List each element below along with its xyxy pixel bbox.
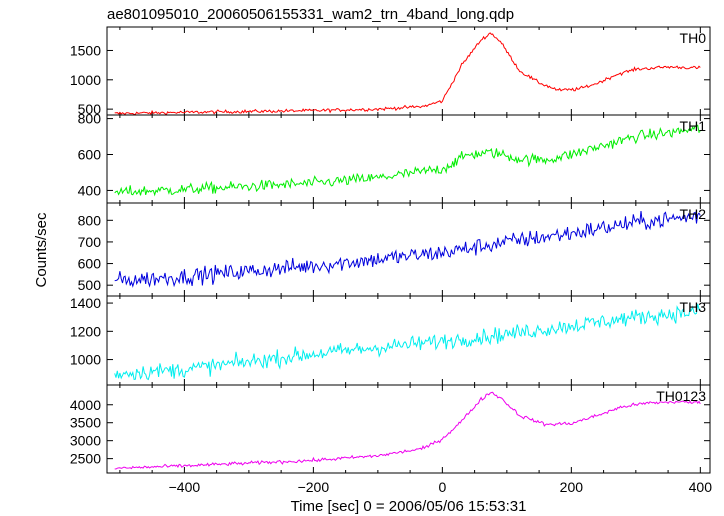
y-tick-label: 1000 xyxy=(70,352,101,368)
x-tick-label: 200 xyxy=(560,479,584,495)
y-tick-label: 3500 xyxy=(70,415,101,431)
y-tick-label: 2500 xyxy=(70,451,101,467)
series-line-th0 xyxy=(114,32,701,116)
panel-label: TH3 xyxy=(680,299,707,315)
panel-frame xyxy=(106,202,711,297)
y-tick-label: 800 xyxy=(78,111,102,127)
y-tick-label: 500 xyxy=(78,101,102,117)
x-tick-label: 400 xyxy=(689,479,713,495)
y-tick-label: 1400 xyxy=(70,295,101,311)
y-tick-label: 1200 xyxy=(70,323,101,339)
x-axis-label: Time [sec] 0 = 2006/05/06 15:53:31 xyxy=(291,498,527,515)
y-tick-label: 1000 xyxy=(70,72,101,88)
x-tick-label: −400 xyxy=(169,479,201,495)
panel-th3: 1000 1200 1400 TH3 xyxy=(70,295,711,386)
panel-label: TH2 xyxy=(680,206,707,222)
panels: 500 1000 1500 TH0 400 600 800 TH1 500 600 700 800 TH… xyxy=(70,26,711,474)
panel-frame xyxy=(106,384,711,474)
y-tick-label: 600 xyxy=(78,256,102,272)
y-tick-label: 3000 xyxy=(70,433,101,449)
series-line-th2 xyxy=(114,210,701,288)
panel-th1: 400 600 800 TH1 xyxy=(78,111,711,204)
panel-label: TH0123 xyxy=(656,388,706,404)
series-line-th0123 xyxy=(114,391,701,470)
x-tick-label: −200 xyxy=(298,479,330,495)
y-tick-label: 600 xyxy=(78,147,102,163)
y-tick-label: 800 xyxy=(78,212,102,228)
y-tick-label: 500 xyxy=(78,277,102,293)
y-tick-label: 700 xyxy=(78,234,102,250)
panel-label: TH0 xyxy=(680,30,707,46)
panel-th2: 500 600 700 800 TH2 xyxy=(78,202,711,297)
series-line-th3 xyxy=(114,303,701,381)
y-tick-label: 4000 xyxy=(70,397,101,413)
y-axis-label: Counts/sec xyxy=(33,212,50,288)
x-tick-label: 0 xyxy=(438,479,446,495)
series-line-th1 xyxy=(114,124,701,197)
y-tick-label: 400 xyxy=(78,182,102,198)
panel-label: TH1 xyxy=(680,118,707,134)
panel-th0123: 2500 3000 3500 4000 TH0123 xyxy=(70,384,711,474)
chart-title: ae801095010_20060506155331_wam2_trn_4ban… xyxy=(107,6,514,23)
y-tick-label: 1500 xyxy=(70,42,101,58)
x-tick-labels: −400 −200 0 200 400 xyxy=(169,479,713,495)
panel-frame xyxy=(106,26,711,116)
panel-frame xyxy=(106,295,711,386)
panel-th0: 500 1000 1500 TH0 xyxy=(70,26,711,117)
